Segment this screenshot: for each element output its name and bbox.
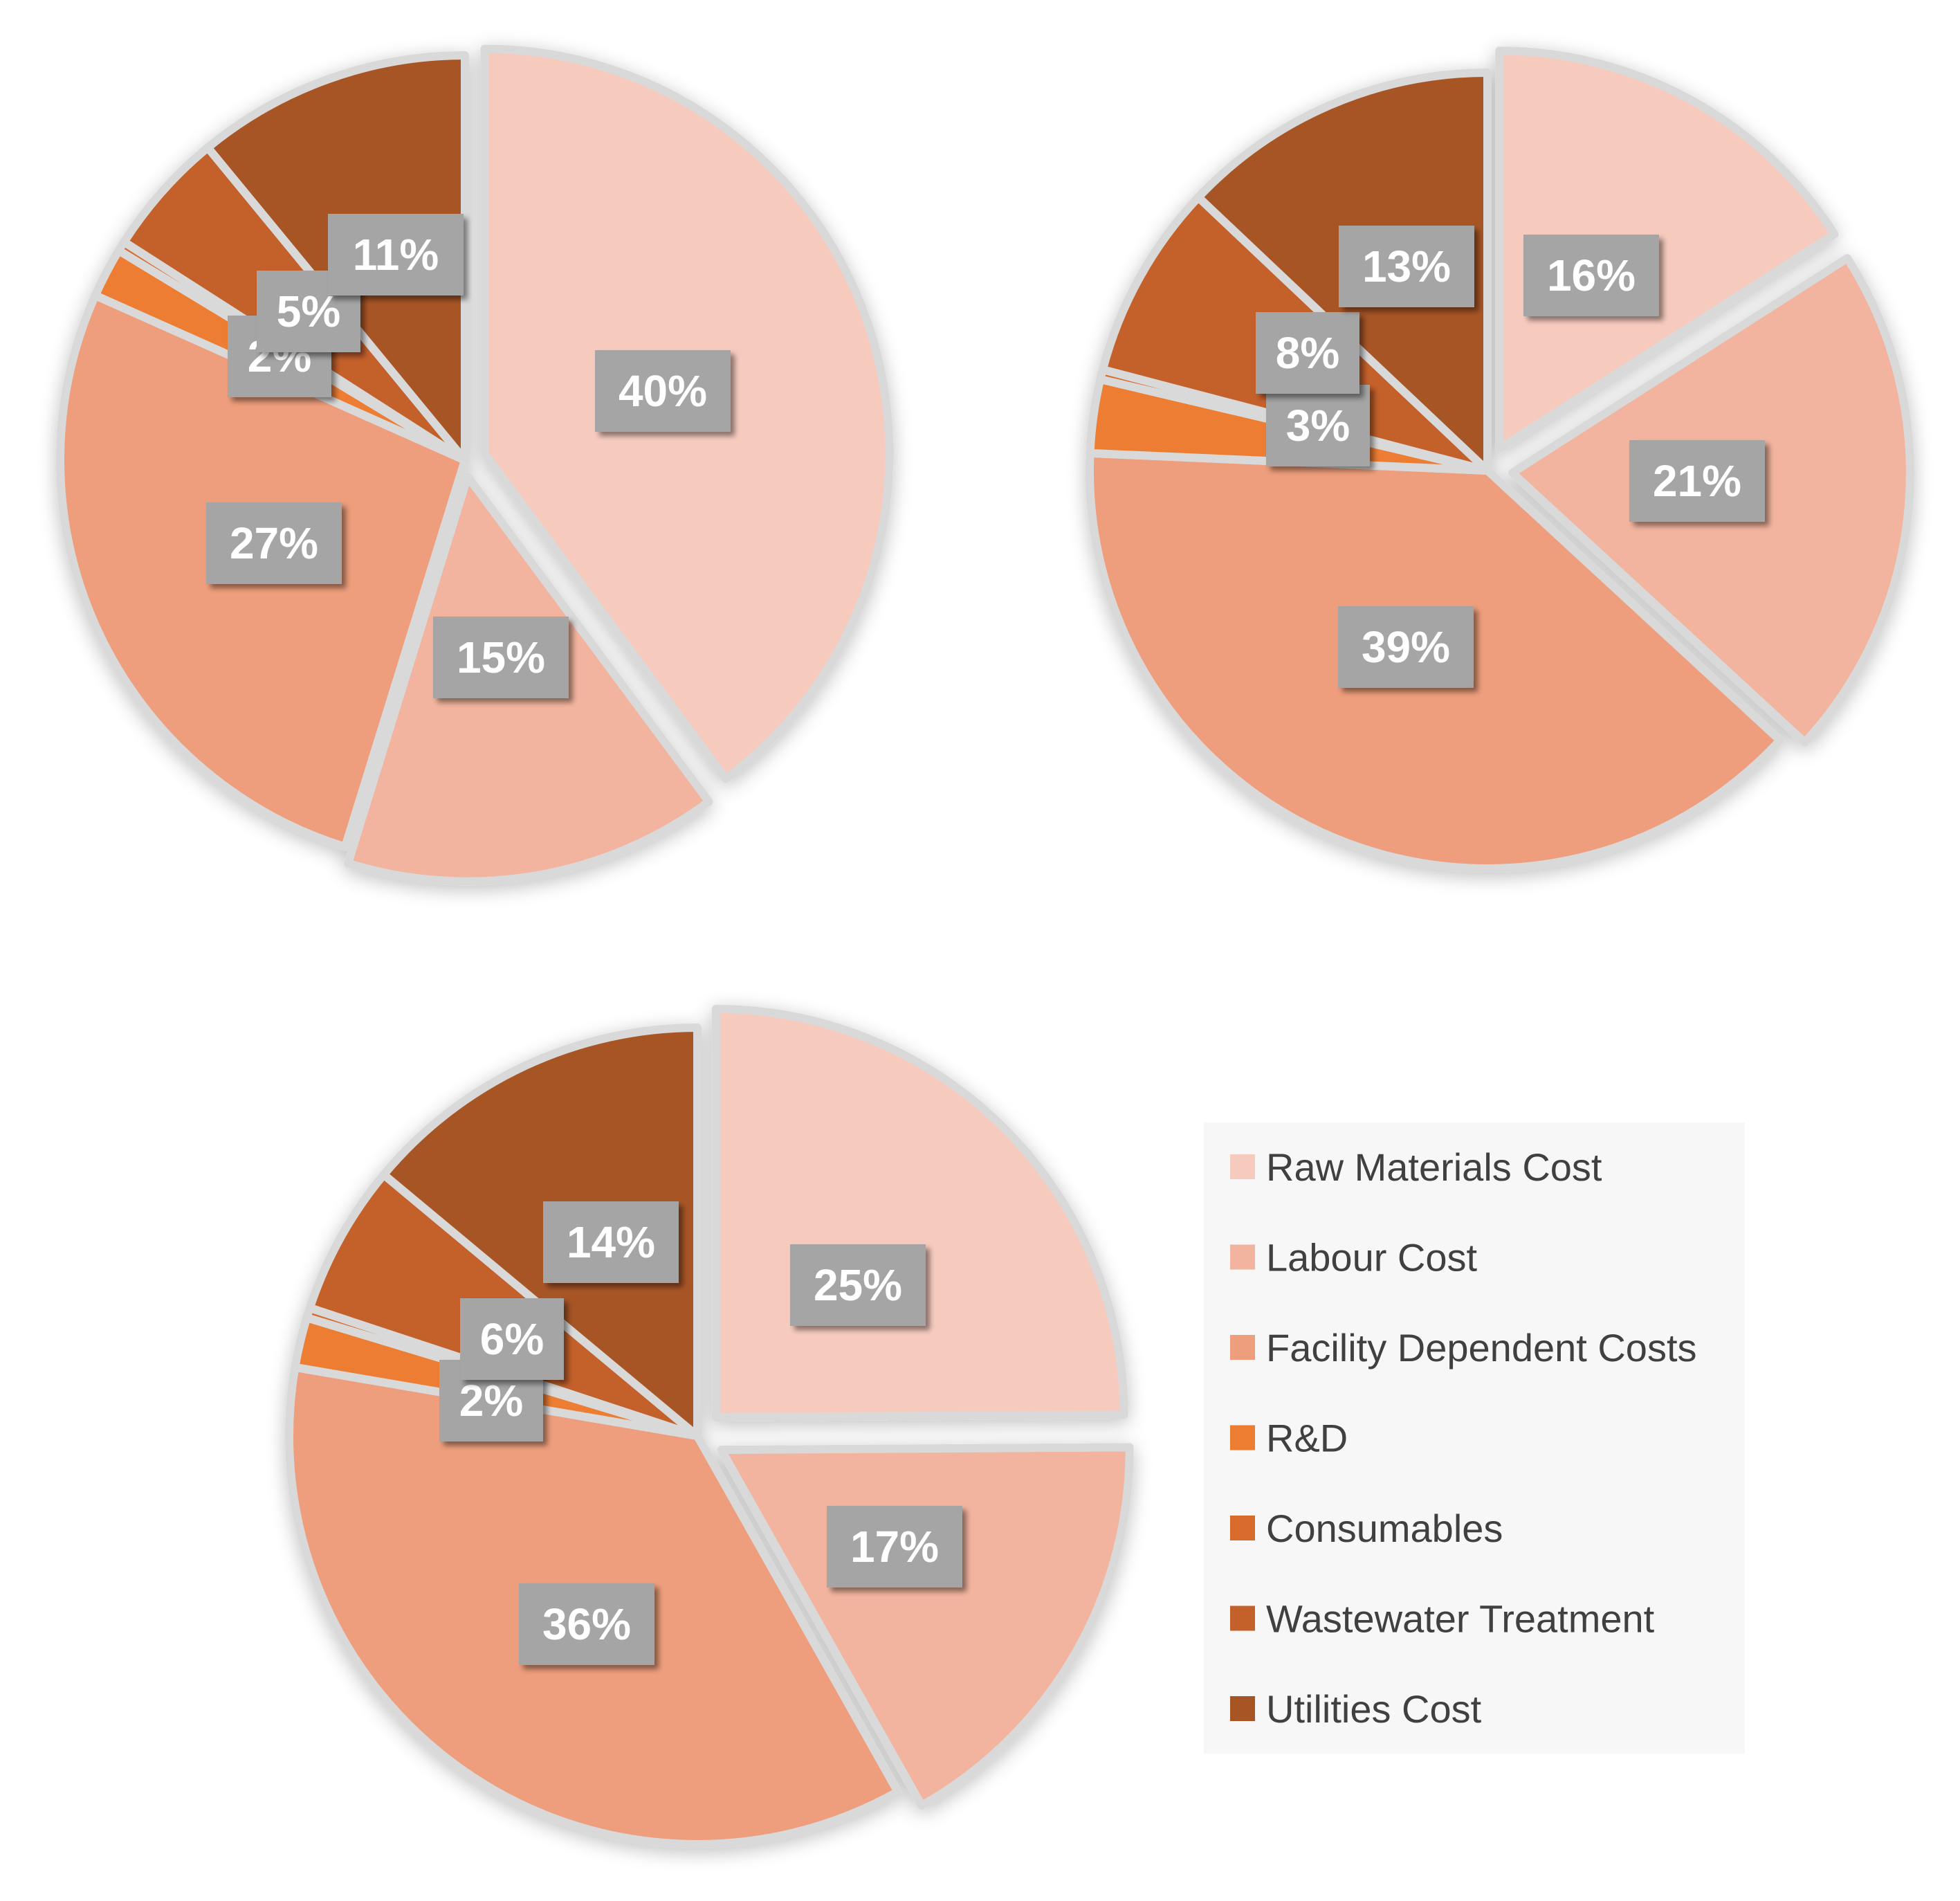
pie-chart-1: [56, 44, 894, 886]
pie-1-label-raw-materials-cost: 40%: [619, 366, 707, 416]
pie-2-label-box-labour-cost: [1629, 440, 1765, 522]
pie-2-label-wastewater-treatment: 8%: [1276, 328, 1340, 378]
pie-1-label-box-labour-cost: [433, 617, 569, 698]
pie-3-slice-raw-materials-cost: [711, 1005, 1128, 1422]
legend-label-utilities-cost: Utilities Cost: [1266, 1687, 1482, 1731]
pie-2-label-box-randd: [1266, 385, 1370, 466]
pie-3-label-box-labour-cost: [827, 1506, 962, 1588]
pie-3-data-labels: 25% 17% 36% 2% 6% 14%: [439, 1201, 962, 1665]
pie-3-label-box-wastewater-treatment: [460, 1298, 564, 1380]
pie-2-label-box-wastewater-treatment: [1256, 312, 1359, 394]
legend-label-consumables: Consumables: [1266, 1507, 1503, 1550]
legend-label-raw-materials-cost: Raw Materials Cost: [1266, 1145, 1602, 1189]
pie-2-label-box-facility-dependent-costs: [1338, 606, 1474, 688]
pie-3-slice-utilities-cost: [379, 1024, 702, 1440]
legend-swatch-facility-dependent-costs: [1230, 1335, 1255, 1360]
legend-swatch-randd: [1230, 1425, 1255, 1450]
pie-1-label-box-facility-dependent-costs: [206, 502, 342, 584]
legend-swatch-consumables: [1230, 1516, 1255, 1540]
pie-2-label-utilities-cost: 13%: [1362, 242, 1451, 291]
pie-3-slice-labour-cost: [717, 1443, 1134, 1810]
pie-2-label-facility-dependent-costs: 39%: [1362, 622, 1450, 672]
pie-3-label-raw-materials-cost: 25%: [814, 1260, 902, 1310]
legend-label-labour-cost: Labour Cost: [1266, 1236, 1478, 1280]
pie-chart-3: [285, 1005, 1134, 1848]
pie-2-label-randd: 3%: [1286, 401, 1350, 451]
pie-2-label-labour-cost: 21%: [1653, 456, 1741, 506]
pie-3-label-utilities-cost: 14%: [567, 1217, 655, 1267]
pie-2-label-box-utilities-cost: [1339, 226, 1474, 307]
legend: Raw Materials Cost Labour Cost Facility De…: [1204, 1122, 1745, 1754]
legend-label-wastewater-treatment: Wastewater Treatment: [1266, 1597, 1655, 1641]
pie-3-label-box-utilities-cost: [543, 1201, 679, 1283]
pie-3-label-wastewater-treatment: 6%: [480, 1314, 544, 1364]
pie-2-slice-raw-materials-cost: [1495, 46, 1839, 453]
pie-1-data-labels: 40%15%27%2%5%11%: [206, 214, 731, 698]
pie-3-label-randd: 2%: [459, 1376, 524, 1426]
pie-1-label-box-utilities-cost: [328, 214, 464, 295]
pie-3-label-box-raw-materials-cost: [790, 1244, 926, 1326]
pies-layer: 40%15%27%2%5%11% 16%21%39%3%8%13%25%17%36…: [56, 44, 1914, 1848]
pie-2-label-box-raw-materials-cost: [1523, 235, 1659, 316]
pie-3-label-box-facility-dependent-costs: [519, 1583, 654, 1665]
legend-swatch-wastewater-treatment: [1230, 1606, 1255, 1631]
pie-1-label-box-raw-materials-cost: [595, 350, 731, 432]
pie-2-data-labels: 16% 21% 39% 3% 8% 13%: [1256, 226, 1765, 688]
legend-background: [1204, 1122, 1745, 1754]
pie-1-label-utilities-cost: 11%: [353, 230, 439, 280]
legend-swatch-utilities-cost: [1230, 1696, 1255, 1721]
legend-swatch-raw-materials-cost: [1230, 1154, 1255, 1179]
legend-label-randd: R&D: [1266, 1417, 1348, 1460]
legend-swatch-labour-cost: [1230, 1244, 1255, 1270]
pie-chart-2: [1086, 46, 1914, 873]
pie-1-label-facility-dependent-costs: 27%: [230, 518, 318, 568]
pie-2-label-raw-materials-cost: 16%: [1547, 251, 1636, 300]
pie-3-label-labour-cost: 17%: [850, 1522, 939, 1572]
pie-3-label-facility-dependent-costs: 36%: [542, 1599, 631, 1649]
pie-1-label-labour-cost: 15%: [457, 633, 545, 682]
legend-label-facility-dependent-costs: Facility Dependent Costs: [1266, 1326, 1697, 1370]
